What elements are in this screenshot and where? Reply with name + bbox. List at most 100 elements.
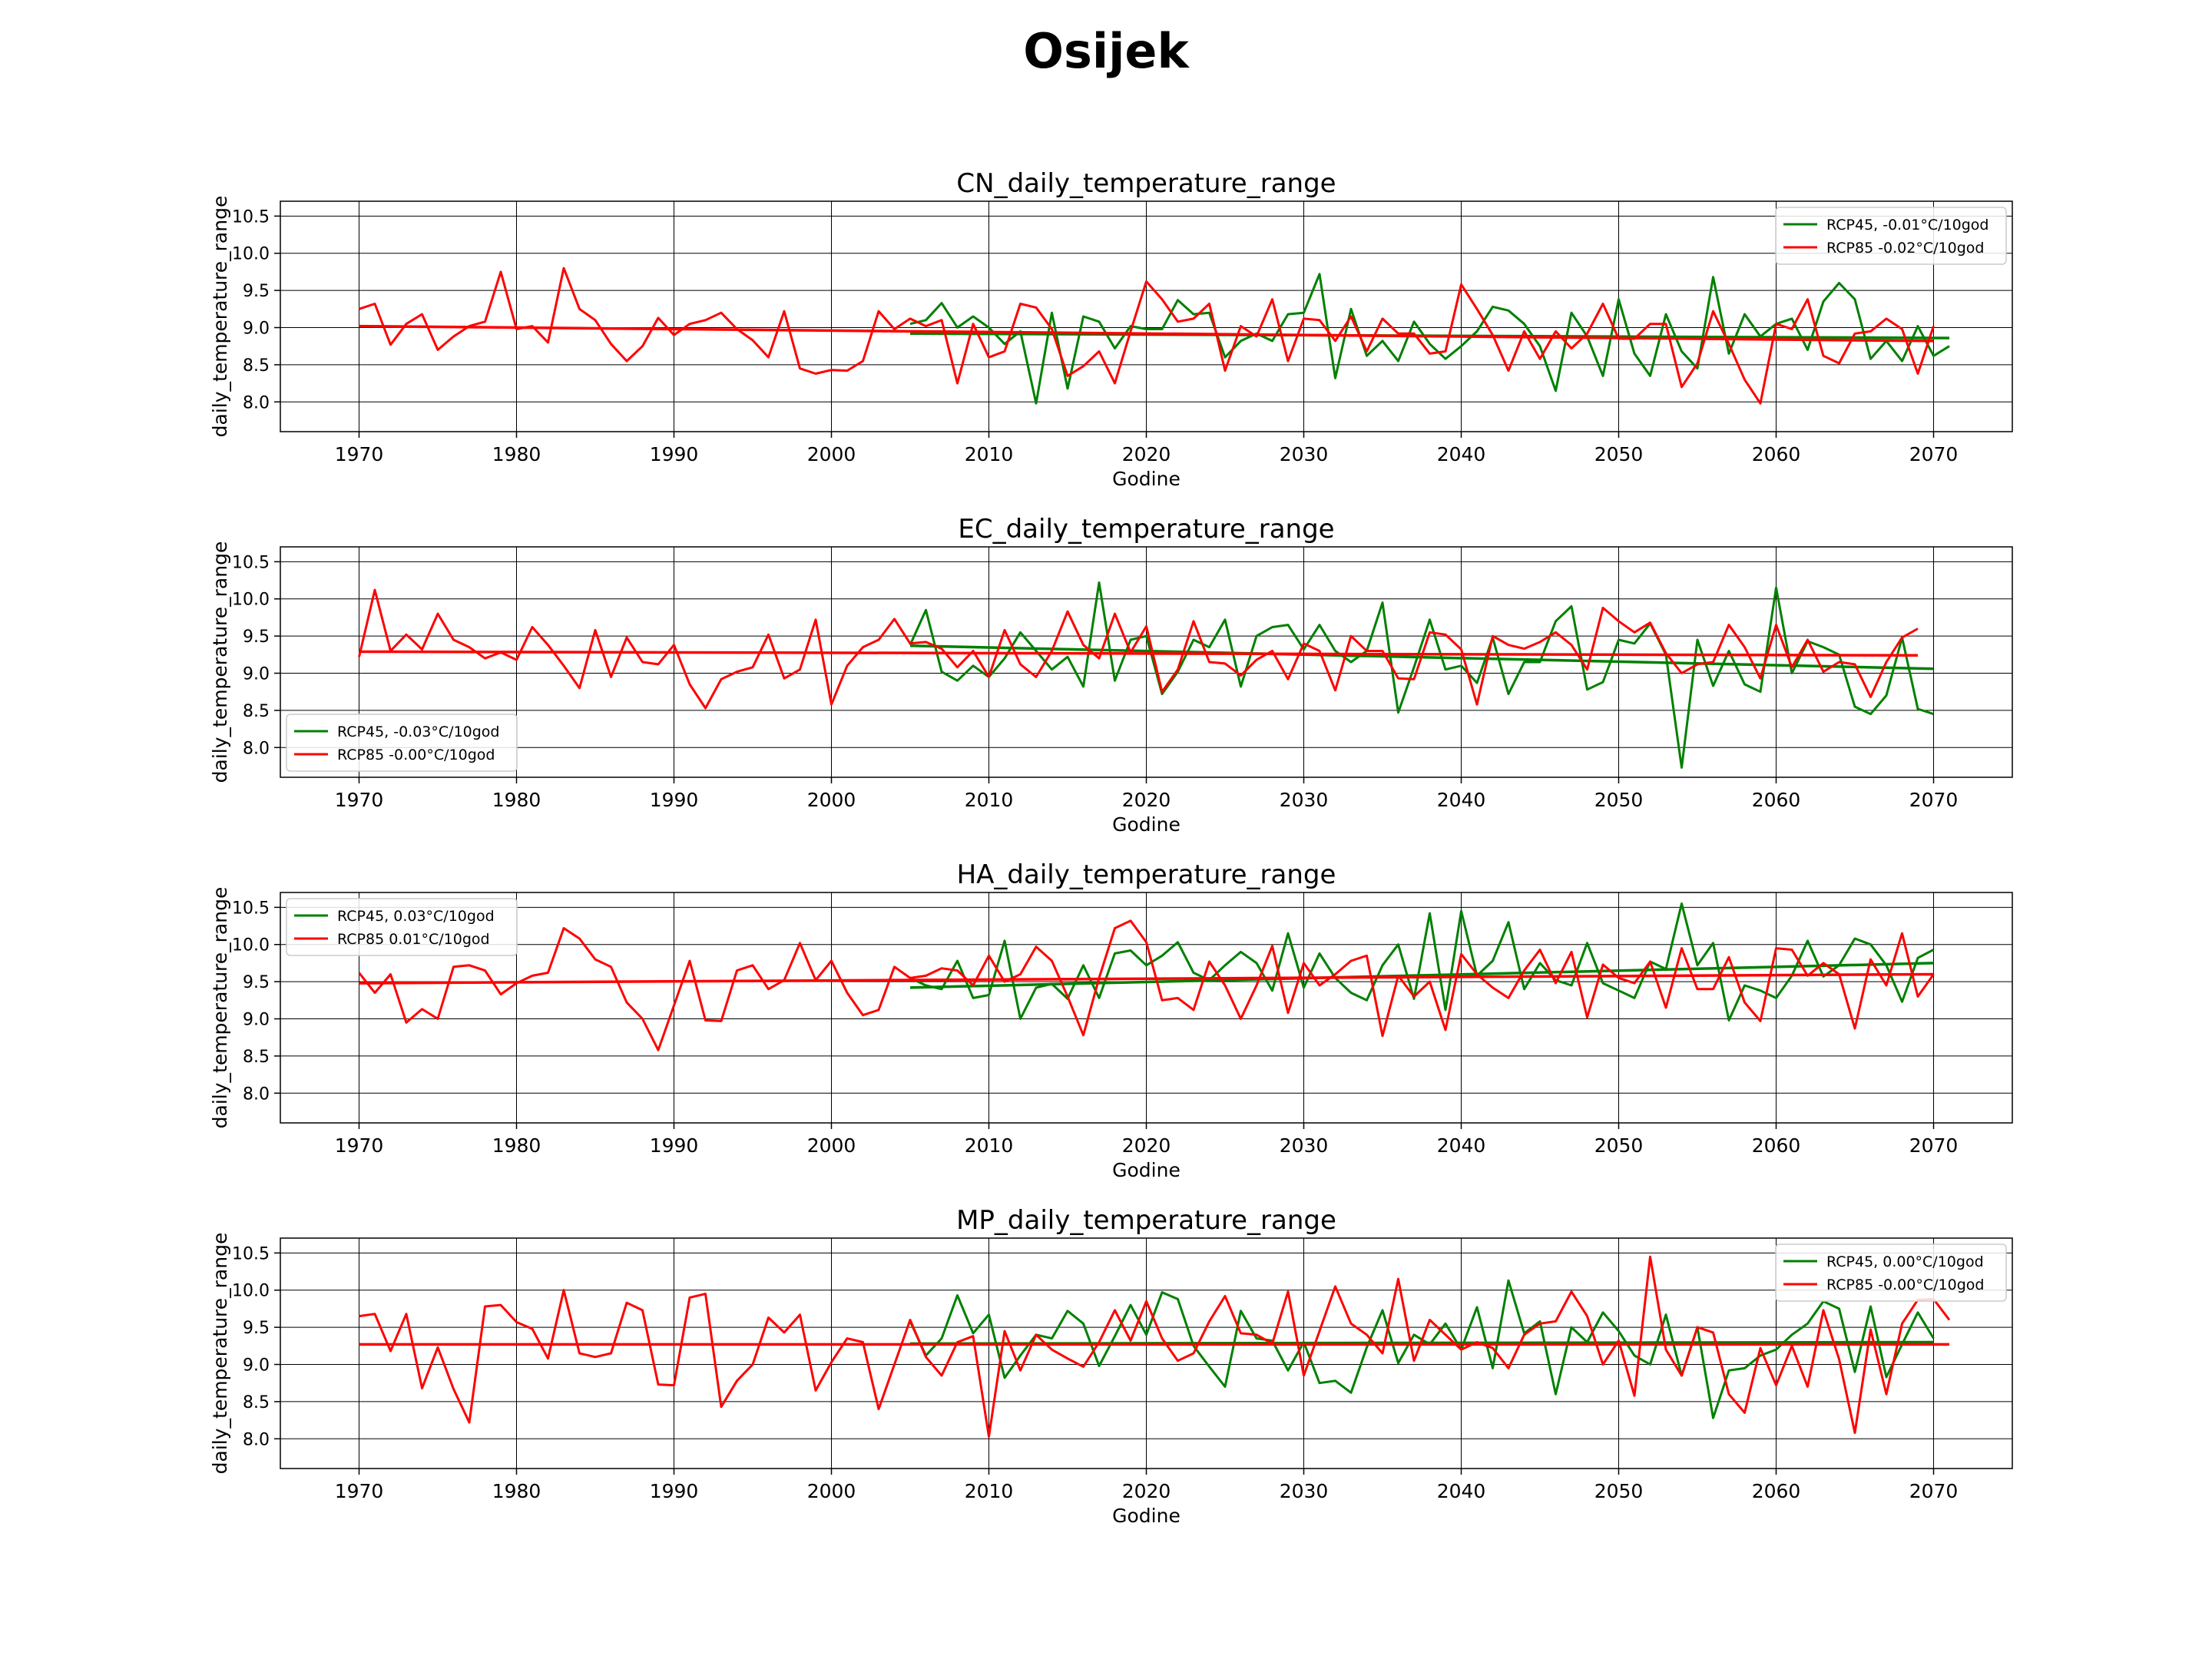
legend-label-rcp85: RCP85 0.01°C/10god [337, 931, 490, 948]
x-tick-label: 2030 [1280, 1134, 1329, 1157]
y-axis-label: daily_temperature_range [209, 196, 231, 438]
chart-title: EC_daily_temperature_range [958, 514, 1334, 545]
y-tick-label: 8.5 [243, 1048, 270, 1067]
y-tick-label: 9.0 [243, 320, 270, 339]
x-tick-label: 2030 [1280, 443, 1329, 465]
series-line-rcp85 [359, 1255, 1951, 1438]
x-tick-label: 2020 [1122, 789, 1171, 811]
figure-title: Osijek [1023, 23, 1189, 79]
legend-label-rcp45: RCP45, 0.03°C/10god [337, 908, 495, 925]
x-tick-label: 2040 [1437, 1480, 1486, 1502]
y-tick-label: 9.0 [243, 1011, 270, 1030]
y-tick-label: 9.0 [243, 1356, 270, 1376]
legend-label-rcp45: RCP45, -0.01°C/10god [1826, 217, 1989, 233]
x-tick-label: 1970 [335, 789, 384, 811]
y-tick-label: 8.5 [243, 1393, 270, 1412]
legend: RCP45, -0.03°C/10god RCP85 -0.00°C/10god [286, 714, 518, 772]
legend: RCP45, 0.03°C/10god RCP85 0.01°C/10god [286, 898, 518, 956]
legend: RCP45, -0.01°C/10god RCP85 -0.02°C/10god [1775, 207, 2007, 265]
plot-frame [280, 892, 2013, 1124]
x-tick-label: 2010 [965, 789, 1014, 811]
legend-label-rcp45: RCP45, 0.00°C/10god [1826, 1253, 1984, 1270]
y-tick-label: 10.0 [232, 1282, 270, 1301]
legend-label-rcp45: RCP45, -0.03°C/10god [337, 724, 500, 740]
x-tick-label: 1990 [650, 1134, 699, 1157]
x-tick-label: 2000 [807, 1480, 856, 1502]
y-tick-label: 9.5 [243, 282, 270, 301]
series-line-rcp85 [359, 267, 1935, 405]
x-tick-label: 2000 [807, 789, 856, 811]
x-tick-label: 2060 [1752, 789, 1801, 811]
chart-ec: EC_daily_temperature_range 1970 1980 1990 20… [209, 514, 2013, 836]
x-tick-label: 2010 [965, 1480, 1014, 1502]
x-tick-label: 2070 [1909, 789, 1959, 811]
legend-box [1775, 207, 2007, 265]
x-tick-label: 2050 [1594, 789, 1644, 811]
x-tick-label: 1980 [492, 443, 541, 465]
chart-panel-cn: CN_daily_temperature_range 1970 1980 1990 20… [207, 161, 2028, 507]
x-tick-label: 1970 [335, 1134, 384, 1157]
x-tick-label: 1990 [650, 789, 699, 811]
x-tick-label: 2070 [1909, 1134, 1959, 1157]
x-tick-label: 2060 [1752, 1134, 1801, 1157]
y-tick-label: 8.5 [243, 356, 270, 376]
legend: RCP45, 0.00°C/10god RCP85 -0.00°C/10god [1775, 1243, 2007, 1302]
y-tick-label: 10.5 [232, 207, 270, 227]
y-tick-label: 8.0 [243, 1084, 270, 1104]
x-tick-label: 1990 [650, 1480, 699, 1502]
x-tick-label: 1970 [335, 1480, 384, 1502]
x-axis-label: Godine [1112, 813, 1181, 836]
x-axis-label: Godine [1112, 1159, 1181, 1181]
x-tick-label: 2020 [1122, 443, 1171, 465]
x-tick-label: 2070 [1909, 1480, 1959, 1502]
legend-box [1775, 1243, 2007, 1302]
chart-panel-ha: HA_daily_temperature_range 1970 1980 1990 20… [207, 853, 2028, 1198]
x-tick-label: 2040 [1437, 443, 1486, 465]
y-tick-label: 10.5 [232, 553, 270, 572]
legend-label-rcp85: RCP85 -0.00°C/10god [1826, 1277, 1984, 1293]
x-tick-label: 2050 [1594, 1480, 1644, 1502]
plot-frame [280, 1237, 2013, 1469]
y-tick-label: 9.0 [243, 665, 270, 684]
plot-frame [280, 546, 2013, 778]
chart-panel-ec: EC_daily_temperature_range 1970 1980 1990 20… [207, 507, 2028, 853]
x-tick-label: 2060 [1752, 443, 1801, 465]
legend-label-rcp85: RCP85 -0.02°C/10god [1826, 240, 1984, 257]
legend-box [286, 714, 518, 772]
x-tick-label: 2070 [1909, 443, 1959, 465]
x-tick-label: 2060 [1752, 1480, 1801, 1502]
series-line-rcp45 [909, 581, 1934, 769]
chart-panel-mp: MP_daily_temperature_range 1970 1980 1990 20… [207, 1198, 2028, 1544]
y-tick-label: 10.5 [232, 1244, 270, 1263]
x-tick-label: 2000 [807, 1134, 856, 1157]
x-tick-label: 1990 [650, 443, 699, 465]
x-tick-label: 2000 [807, 443, 856, 465]
x-tick-label: 1980 [492, 1134, 541, 1157]
chart-ha: HA_daily_temperature_range 1970 1980 1990 20… [209, 859, 2013, 1181]
trend-line-rcp45 [909, 962, 1934, 989]
chart-title: CN_daily_temperature_range [956, 168, 1336, 199]
x-axis-label: Godine [1112, 468, 1181, 490]
series-line-rcp85 [358, 919, 1935, 1051]
x-tick-label: 1970 [335, 443, 384, 465]
legend-label-rcp85: RCP85 -0.00°C/10god [337, 747, 495, 763]
x-tick-label: 2050 [1594, 1134, 1644, 1157]
x-tick-label: 2020 [1122, 1134, 1171, 1157]
x-tick-label: 2030 [1280, 1480, 1329, 1502]
trend-line-rcp85 [359, 324, 1934, 343]
x-tick-label: 2040 [1437, 789, 1486, 811]
y-tick-label: 9.5 [243, 1319, 270, 1338]
y-tick-label: 8.5 [243, 702, 270, 721]
x-tick-label: 2050 [1594, 443, 1644, 465]
y-tick-label: 8.0 [243, 739, 270, 758]
y-tick-label: 8.0 [243, 1430, 270, 1449]
x-axis-label: Godine [1112, 1505, 1181, 1527]
x-tick-label: 2010 [965, 443, 1014, 465]
y-axis-label: daily_temperature_range [209, 541, 231, 783]
series-line-rcp45 [909, 902, 1935, 1022]
y-tick-label: 8.0 [243, 393, 270, 412]
trend-line-rcp85 [359, 972, 1934, 985]
x-tick-label: 2030 [1280, 789, 1329, 811]
chart-mp: MP_daily_temperature_range 1970 1980 1990 20… [209, 1205, 2013, 1527]
chart-title: HA_daily_temperature_range [957, 859, 1336, 890]
